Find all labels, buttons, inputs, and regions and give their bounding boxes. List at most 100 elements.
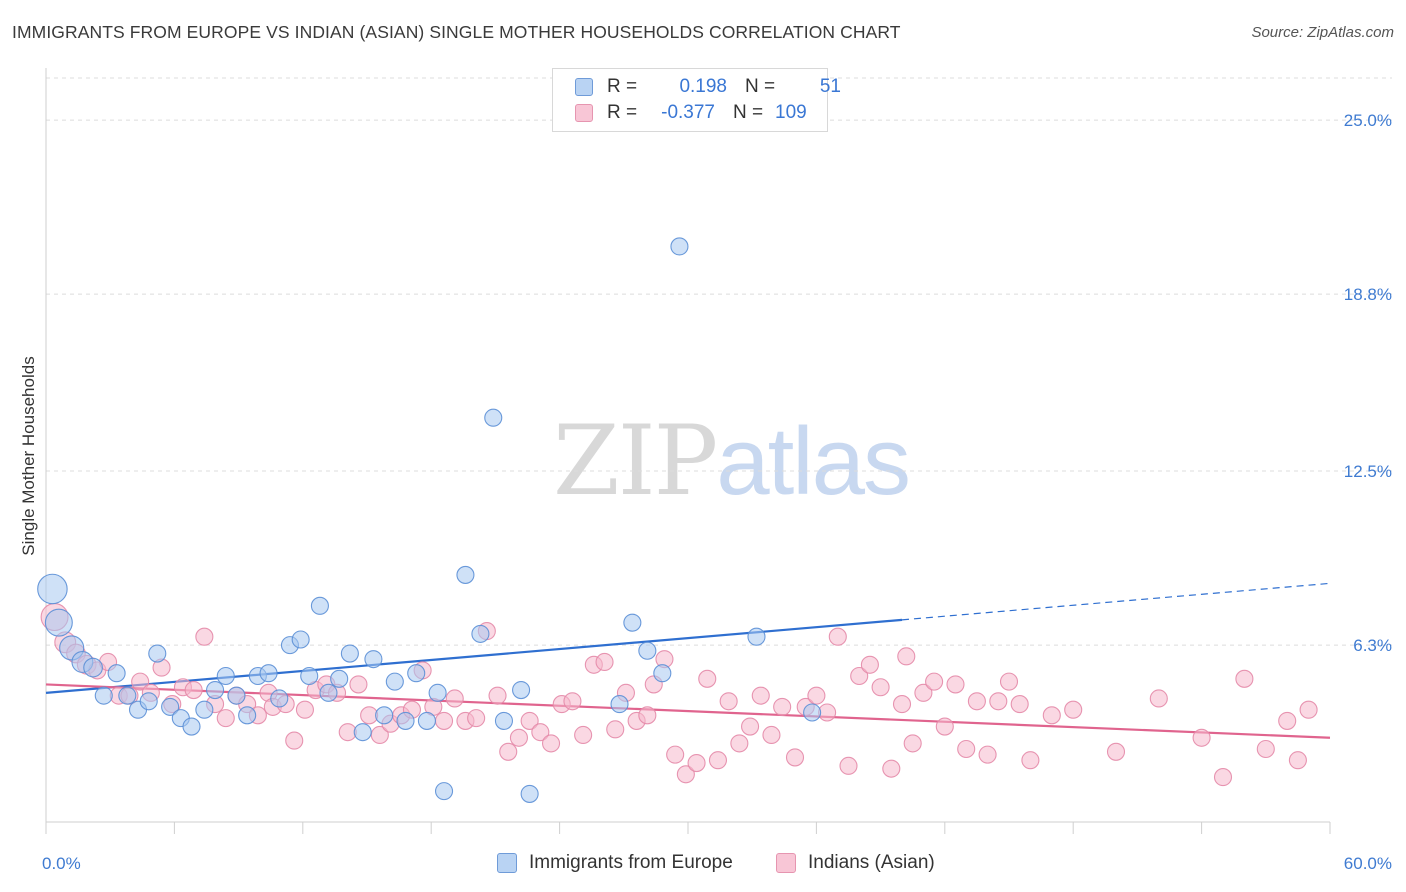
europe-point (139, 692, 158, 711)
indian-point (914, 683, 933, 702)
europe-point (364, 650, 383, 669)
y-axis-label: Single Mother Households (19, 356, 38, 555)
indian-point (606, 720, 625, 739)
europe-point (300, 666, 319, 686)
indian-point (989, 692, 1008, 711)
indian-point (698, 669, 717, 688)
indian-point (349, 675, 368, 694)
legend-n-label: N = (745, 76, 776, 97)
europe-point (623, 613, 642, 632)
legend-r-value: 0.198 (679, 76, 727, 97)
europe-point (653, 664, 672, 683)
indian-point (935, 717, 954, 736)
watermark-atlas: atlas (716, 408, 911, 515)
indian-point (730, 734, 749, 753)
europe-point (803, 703, 822, 722)
legend-swatch-europe (575, 78, 593, 96)
indian-point (184, 680, 203, 700)
y-tick-label: 12.5% (1344, 462, 1392, 481)
europe-point (37, 573, 68, 605)
indian-point (785, 748, 805, 767)
legend-r-label: R = (607, 102, 638, 123)
indian-point (666, 745, 685, 764)
indian-point (434, 711, 454, 730)
indian-point (839, 756, 858, 775)
indian-point (967, 692, 986, 711)
legend-row-indian: R = -0.377 N = 109 (575, 101, 811, 125)
europe-point (428, 683, 447, 702)
indian-point (488, 686, 507, 705)
indian-point (499, 742, 518, 761)
indian-point (897, 647, 916, 666)
europe-point (638, 641, 657, 660)
europe-point (206, 680, 225, 700)
europe-point (456, 565, 475, 584)
indian-point (295, 700, 314, 719)
europe-point (417, 711, 436, 730)
series-legend-europe-label: Immigrants from Europe (529, 852, 733, 873)
indian-point (1278, 711, 1297, 730)
europe-point (216, 666, 235, 686)
stats-legend: R = 0.198 N = 51 R = -0.377 N = 109 (552, 68, 841, 132)
x-tick-label: 0.0% (42, 854, 81, 873)
source-credit: Source: ZipAtlas.com (1251, 24, 1394, 41)
legend-swatch-indian (575, 104, 593, 122)
indian-point (946, 675, 965, 694)
indian-point (370, 725, 389, 745)
indian-point (892, 695, 912, 714)
indian-point (1106, 742, 1126, 761)
series-swatch-europe (497, 853, 517, 873)
legend-r-value: -0.377 (661, 102, 715, 123)
indian-point (574, 725, 593, 745)
series-legend-indian-label: Indians (Asian) (808, 852, 935, 873)
europe-point (396, 711, 415, 730)
europe-point (270, 689, 289, 708)
indian-point (1213, 768, 1233, 787)
indian-point (1288, 751, 1307, 770)
indian-point (850, 666, 869, 686)
indian-point (1021, 751, 1040, 770)
europe-point (340, 644, 359, 663)
indian-point (595, 652, 614, 672)
legend-r-label: R = (607, 76, 638, 97)
europe-point (195, 700, 214, 719)
watermark: ZIPatlas (553, 405, 911, 517)
indian-point (903, 734, 922, 753)
indian-point (807, 686, 826, 705)
europe-point (107, 664, 126, 683)
europe-point (520, 784, 539, 803)
indian-point (860, 655, 879, 674)
europe-point (118, 686, 137, 705)
grid-lines (46, 77, 1392, 646)
europe-point (670, 237, 689, 256)
indian-point (1064, 700, 1083, 719)
indian-point (741, 717, 760, 736)
series-swatch-indian (776, 853, 796, 873)
series-legend: Immigrants from Europe Indians (Asian) (0, 852, 1406, 878)
europe-point (182, 717, 201, 736)
europe-point (94, 686, 113, 705)
axes (45, 68, 1331, 834)
indian-point (773, 697, 792, 716)
legend-n-label: N = (733, 102, 764, 123)
europe-point (44, 608, 73, 637)
legend-n-value: 51 (819, 76, 841, 97)
europe-point (238, 706, 257, 725)
chart-title: IMMIGRANTS FROM EUROPE VS INDIAN (ASIAN)… (12, 22, 901, 42)
x-tick-label: 60.0% (1344, 854, 1392, 873)
europe-point (434, 782, 454, 801)
europe-point (259, 664, 278, 683)
indian-point (541, 734, 561, 753)
indian-point (1010, 695, 1029, 714)
europe-point (512, 680, 531, 700)
indian-point (708, 751, 728, 770)
y-tick-label: 25.0% (1344, 111, 1392, 130)
series-legend-europe: Immigrants from Europe (497, 852, 733, 874)
indian-point (957, 739, 976, 759)
europe-point (291, 630, 310, 649)
indian-point (509, 728, 528, 747)
indian-point (828, 627, 847, 646)
indian-point (467, 709, 486, 728)
europe-point (83, 657, 103, 678)
europe-point (330, 669, 349, 688)
